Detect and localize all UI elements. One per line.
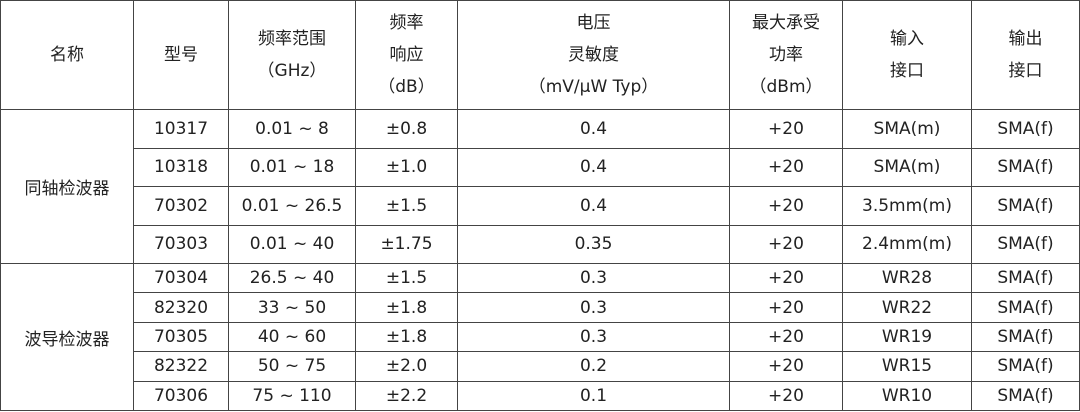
header-row: 名称 型号 频率范围 （GHz） 频率 响应 （dB） 电压 灵敏度 （mV/μW Typ… [0,0,1080,110]
cell-input-port: SMA(m) [842,109,972,149]
table-row: 70306 75 ~ 110 ±2.2 0.1 +20 WR10 SMA(f) [1,380,1080,411]
cell-model: 70305 [133,321,229,353]
header-max-power: 最大承受 功率 （dBm） [729,0,843,110]
cell-input-port: SMA(m) [842,147,972,187]
cell-model: 70304 [133,262,229,294]
header-voltage-sensitivity: 电压 灵敏度 （mV/μW Typ） [457,0,730,110]
table-row: 82322 50 ~ 75 ±2.0 0.2 +20 WR15 SMA(f) [1,351,1080,382]
cell-output-port: SMA(f) [971,292,1080,323]
header-freq-range: 频率范围 （GHz） [228,0,356,110]
cell-input-port: 2.4mm(m) [842,224,972,264]
cell-max-power: +20 [729,351,843,382]
cell-input-port: WR22 [842,292,972,323]
cell-model: 70306 [133,380,229,411]
cell-output-port: SMA(f) [971,186,1080,226]
cell-freq-response: ±1.75 [355,224,458,264]
cell-freq-range: 50 ~ 75 [228,351,356,382]
cell-max-power: +20 [729,186,843,226]
cell-output-port: SMA(f) [971,351,1080,382]
cell-output-port: SMA(f) [971,147,1080,187]
table-row: 82320 33 ~ 50 ±1.8 0.3 +20 WR22 SMA(f) [1,292,1080,323]
cell-freq-range: 0.01 ~ 26.5 [228,186,356,226]
cell-max-power: +20 [729,109,843,149]
cell-output-port: SMA(f) [971,321,1080,353]
cell-freq-range: 0.01 ~ 40 [228,224,356,264]
table-row: 10318 0.01 ~ 18 ±1.0 0.4 +20 SMA(m) SMA(… [1,147,1080,187]
group-label-waveguide: 波导检波器 [0,263,134,411]
cell-freq-range: 40 ~ 60 [228,321,356,353]
header-output-port: 输出 接口 [971,0,1080,110]
cell-model: 10317 [133,109,229,149]
cell-model: 82320 [133,292,229,323]
cell-sensitivity: 0.35 [457,224,730,264]
cell-model: 10318 [133,147,229,187]
cell-max-power: +20 [729,262,843,294]
group-label-coaxial: 同轴检波器 [0,109,134,264]
cell-input-port: WR15 [842,351,972,382]
cell-sensitivity: 0.3 [457,262,730,294]
cell-freq-response: ±1.8 [355,321,458,353]
cell-max-power: +20 [729,292,843,323]
cell-max-power: +20 [729,224,843,264]
cell-freq-range: 26.5 ~ 40 [228,262,356,294]
cell-model: 70302 [133,186,229,226]
cell-freq-range: 75 ~ 110 [228,380,356,411]
table-row: 70302 0.01 ~ 26.5 ±1.5 0.4 +20 3.5mm(m) … [1,186,1080,226]
cell-sensitivity: 0.1 [457,380,730,411]
cell-model: 70303 [133,224,229,264]
cell-sensitivity: 0.3 [457,321,730,353]
header-model: 型号 [133,0,229,110]
cell-freq-response: ±2.2 [355,380,458,411]
header-name: 名称 [0,0,134,110]
cell-freq-range: 0.01 ~ 8 [228,109,356,149]
header-input-port: 输入 接口 [842,0,972,110]
table-row: 70303 0.01 ~ 40 ±1.75 0.35 +20 2.4mm(m) … [1,224,1080,264]
cell-input-port: 3.5mm(m) [842,186,972,226]
cell-input-port: WR19 [842,321,972,353]
table-row: 波导检波器 70304 26.5 ~ 40 ±1.5 0.3 +20 WR28 … [0,262,1080,411]
cell-sensitivity: 0.4 [457,186,730,226]
cell-freq-range: 33 ~ 50 [228,292,356,323]
cell-max-power: +20 [729,380,843,411]
cell-sensitivity: 0.4 [457,147,730,187]
cell-max-power: +20 [729,147,843,187]
cell-freq-response: ±1.8 [355,292,458,323]
cell-freq-response: ±0.8 [355,109,458,149]
cell-model: 82322 [133,351,229,382]
cell-freq-response: ±1.5 [355,262,458,294]
cell-freq-response: ±1.0 [355,147,458,187]
cell-input-port: WR28 [842,262,972,294]
table-row: 同轴检波器 10317 0.01 ~ 8 ±0.8 0.4 +20 SMA(m)… [0,109,1080,264]
cell-freq-response: ±1.5 [355,186,458,226]
header-freq-response: 频率 响应 （dB） [355,0,458,110]
cell-freq-response: ±2.0 [355,351,458,382]
cell-max-power: +20 [729,321,843,353]
table-row: 70305 40 ~ 60 ±1.8 0.3 +20 WR19 SMA(f) [1,321,1080,353]
cell-sensitivity: 0.2 [457,351,730,382]
cell-output-port: SMA(f) [971,380,1080,411]
cell-output-port: SMA(f) [971,262,1080,294]
cell-output-port: SMA(f) [971,224,1080,264]
cell-freq-range: 0.01 ~ 18 [228,147,356,187]
cell-input-port: WR10 [842,380,972,411]
cell-output-port: SMA(f) [971,109,1080,149]
cell-sensitivity: 0.3 [457,292,730,323]
cell-sensitivity: 0.4 [457,109,730,149]
